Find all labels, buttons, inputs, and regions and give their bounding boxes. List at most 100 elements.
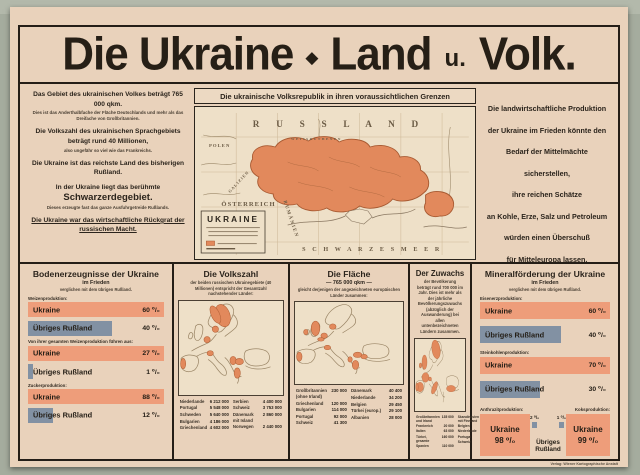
kuban-territory <box>424 191 455 218</box>
country-name: Griechenland <box>295 400 324 406</box>
bar-row-russland: Übriges Rußland 40 ⁰/₀ <box>28 320 164 336</box>
europe-map-volkszahl <box>177 299 284 396</box>
bar-name: Ukraine <box>484 360 513 370</box>
bar-name: Ukraine <box>33 392 61 402</box>
country-row: Albanien 28 000 <box>351 415 402 421</box>
highlighted-country <box>347 356 353 363</box>
highlighted-country <box>203 336 211 343</box>
highlighted-country <box>211 325 219 333</box>
label-galizien: GALIZIEN <box>227 170 250 194</box>
panel-title: Mineralförderung der Ukraine <box>484 269 606 279</box>
country-value: 29 100 <box>388 408 402 414</box>
title-part2b: u. <box>444 45 466 72</box>
highlighted-country <box>419 362 422 368</box>
country-row: Norwegen 2 440 000 <box>233 424 282 430</box>
left-paragraph: Die Ukraine war das wirtschaftliche Rück… <box>29 216 187 235</box>
country-value: 41 300 <box>333 420 347 426</box>
country-name: Frankreich <box>415 424 433 429</box>
panel-volkszahl: Die Volkszahl der beiden russischen Ukra… <box>174 264 290 459</box>
title-part2a: Land <box>330 28 432 80</box>
koks-rest-value: 1 ⁰/₀ <box>556 414 566 420</box>
production-label: Eisenerzproduktion: <box>479 295 523 301</box>
paragraph-sub: also ungefähr so viel wie das Frankreich… <box>63 147 153 153</box>
country-row: Schweiz 41 300 <box>296 420 347 426</box>
right-text-line: der Ukraine im Frieden könnte den <box>487 125 607 135</box>
panel-bodenerzeugnisse: Bodenerzeugnisse der Ukraine im Frieden … <box>20 264 174 459</box>
left-paragraph: In der Ukraine liegt das berühmte Schwarz… <box>29 183 187 211</box>
rest-label: Übriges <box>536 439 560 447</box>
label-russland: R U S S L A N D <box>253 119 426 129</box>
production-label: Steinkohlenproduktion: <box>479 350 530 356</box>
right-text-line: Bedarf der Mittelmächte sicherstellen, <box>506 147 588 178</box>
koks-label: Koksproduktion: <box>574 406 610 412</box>
panel-subtitle: — 765 000 qkm — <box>326 280 372 287</box>
map-column: Die ukrainische Volksrepublik in ihren v… <box>194 84 476 262</box>
ukraine-map: R U S S L A N D WEISSRUTHENEN POLEN GALI… <box>194 106 476 260</box>
production-label: Weizenproduktion: <box>28 295 68 301</box>
country-value: 4 186 000 <box>209 418 229 424</box>
label-oesterreich: ÖSTERREICH <box>221 201 275 208</box>
left-text-block: Das Gebiet des ukrainischen Volkes beträ… <box>20 84 194 262</box>
europe-map-zuwachs <box>413 337 466 412</box>
bar-name: Übriges Rußland <box>33 410 93 420</box>
highlighted-country <box>233 367 241 379</box>
country-name: Portugal <box>457 434 472 439</box>
ukraine-territory <box>250 136 430 213</box>
bar-ukraine <box>28 389 164 405</box>
bar-value: 88 ⁰/₀ <box>142 393 160 401</box>
highlighted-country <box>317 337 325 342</box>
country-list-left: Niederlande 6 212 000 Portugal 5 548 000 Sch… <box>180 399 229 432</box>
country-name: Niederlande <box>350 394 376 400</box>
block-name: Ukraine <box>573 424 603 434</box>
panel-zuwachs: Der Zuwachs der Bevölkerung beträgt rund… <box>410 264 493 459</box>
country-row: Bulgarien 4 186 000 <box>180 419 229 425</box>
ukraine-map-svg: R U S S L A N D WEISSRUTHENEN POLEN GALI… <box>200 113 469 255</box>
panel-flaeche: Die Fläche — 765 000 qkm — gleicht derje… <box>290 264 410 459</box>
production-label: Von ihrer gesamten Weizenproduktion führ… <box>28 339 133 345</box>
bar-value: 1 ⁰/₀ <box>146 368 160 376</box>
bar-name: Übriges Rußland <box>33 323 93 333</box>
bar-ukraine <box>479 302 610 320</box>
country-name: Schweiz <box>295 420 313 426</box>
country-value: 2 860 000 <box>262 412 282 418</box>
anthrazit-rest-value: 2 ⁰/₀ <box>529 414 540 420</box>
left-paragraph: Die Ukraine ist das reichste Land des bi… <box>29 159 187 178</box>
boden-bar-charts: Weizenproduktion: Ukraine 60 ⁰/₀ Übriges Ru… <box>24 296 168 423</box>
country-row: Großbritannien und Irland 135 000 <box>416 415 454 424</box>
country-value: 110 000 <box>441 444 454 449</box>
koks-ukraine-block: Ukraine 99 ⁰/₀ <box>565 413 610 456</box>
country-name: Italien <box>415 429 426 434</box>
title-part1: Die Ukraine <box>62 28 294 80</box>
right-text-line: ihre reichen Schätze <box>512 190 582 199</box>
right-text-line: würden einen Überschuß <box>504 233 590 242</box>
country-value: 3 753 000 <box>262 405 282 411</box>
country-row: Türkei, gesamte 160 000 <box>416 435 454 444</box>
country-row: Serbien 4 400 000 <box>233 399 282 405</box>
country-row: Schweden 5 640 000 <box>180 412 229 418</box>
bar-russland <box>28 364 34 380</box>
country-name: Bulgarien <box>179 418 200 424</box>
highlighted-country <box>310 321 321 337</box>
country-value: 34 200 <box>388 394 402 400</box>
country-name: Niederlande <box>179 398 205 404</box>
label-schwarzes-meer: S C H W A R Z E S M E E R <box>302 247 442 253</box>
uebriges-russland-center: 2 ⁰/₀ 1 ⁰/₀ Übriges Rußland <box>530 414 566 456</box>
country-row: Portugal 5 548 000 <box>180 405 229 411</box>
poster-frame: Die Ukraine ◆ Land u. Volk. Das Gebiet d… <box>18 25 620 461</box>
country-value: 4 602 000 <box>209 425 229 431</box>
country-list: Großbritannien (ohne Irland) 230 000 Griec… <box>294 388 404 426</box>
panel-title: Bodenerzeugnisse der Ukraine <box>32 269 159 279</box>
highlighted-country <box>446 384 456 392</box>
highlighted-country <box>329 323 337 330</box>
bar-russland <box>479 380 541 398</box>
bar-value: 30 ⁰/₀ <box>588 386 606 394</box>
country-name: Belgien <box>350 401 367 407</box>
highlighted-country <box>209 305 221 324</box>
country-list-left: Großbritannien (ohne Irland) 230 000 Griec… <box>296 388 347 426</box>
country-value: 120 000 <box>331 400 347 406</box>
country-row: Belgien 29 450 <box>351 402 402 408</box>
country-value: 230 000 <box>331 388 347 394</box>
country-name: Schweiz <box>232 405 250 411</box>
panel-title: Der Zuwachs <box>415 269 465 278</box>
